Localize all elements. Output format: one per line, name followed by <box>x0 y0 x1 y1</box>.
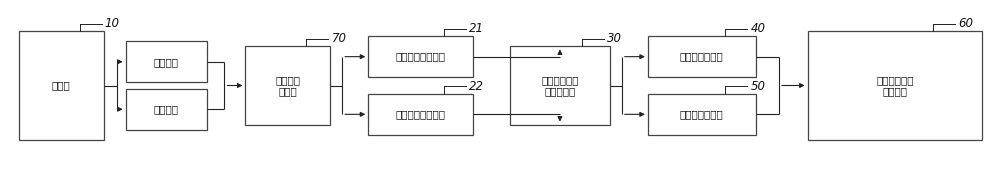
Bar <box>648 94 756 135</box>
Text: 锁相环: 锁相环 <box>52 81 70 90</box>
Text: 10: 10 <box>105 17 120 30</box>
Bar <box>368 94 473 135</box>
Bar <box>126 89 207 130</box>
Text: 22: 22 <box>469 80 484 93</box>
Bar <box>808 31 982 140</box>
Text: 70: 70 <box>331 32 346 45</box>
Text: 60: 60 <box>958 17 973 30</box>
Text: 数据选择与派
发控制单元: 数据选择与派 发控制单元 <box>541 75 579 96</box>
Text: 第二时钟: 第二时钟 <box>154 104 179 114</box>
Bar <box>648 36 756 77</box>
Text: 第二串行寄存器: 第二串行寄存器 <box>680 109 724 119</box>
Text: 第一时钟: 第一时钟 <box>154 57 179 67</box>
Text: 21: 21 <box>469 22 484 35</box>
Text: 40: 40 <box>750 22 765 35</box>
Text: 第一串行寄存器: 第一串行寄存器 <box>680 52 724 62</box>
Text: 50: 50 <box>750 80 765 93</box>
Bar <box>368 36 473 77</box>
Text: 初始并行
寄存器: 初始并行 寄存器 <box>275 75 300 96</box>
Text: 第一并行寄存器组: 第一并行寄存器组 <box>396 52 446 62</box>
Bar <box>510 47 610 124</box>
Bar <box>245 47 330 124</box>
Text: 30: 30 <box>607 32 622 45</box>
Text: 第二并行寄存器组: 第二并行寄存器组 <box>396 109 446 119</box>
Bar <box>126 41 207 82</box>
Bar <box>19 31 104 140</box>
Text: 差分串行数据
生成单元: 差分串行数据 生成单元 <box>876 75 914 96</box>
